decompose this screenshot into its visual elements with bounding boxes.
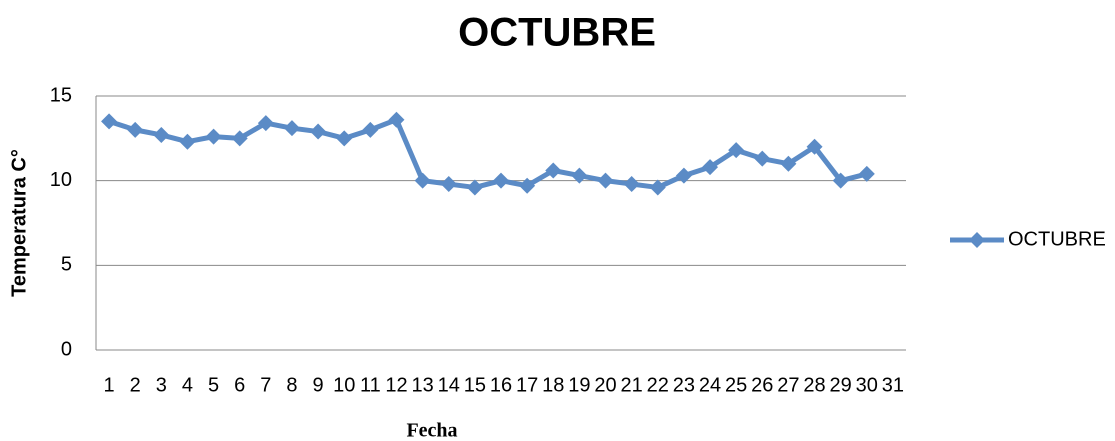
data-point xyxy=(728,142,745,159)
data-point xyxy=(519,177,536,194)
data-point xyxy=(493,172,509,189)
x-tick-label: 18 xyxy=(542,374,564,396)
data-point xyxy=(440,176,457,193)
x-tick-label: 4 xyxy=(182,374,193,396)
x-tick-label: 20 xyxy=(594,374,616,396)
y-tick-label: 5 xyxy=(61,254,72,276)
data-point xyxy=(179,133,196,150)
x-tick-label: 3 xyxy=(156,374,167,396)
data-point xyxy=(780,155,797,172)
x-tick-label: 29 xyxy=(830,374,852,396)
x-tick-label: 9 xyxy=(313,374,324,396)
data-point xyxy=(623,176,640,193)
x-tick-label: 30 xyxy=(856,374,878,396)
x-tick-label: 23 xyxy=(673,374,695,396)
x-tick-label: 5 xyxy=(208,374,219,396)
y-tick-label: 15 xyxy=(50,84,72,106)
data-point xyxy=(649,179,666,196)
data-point xyxy=(101,113,118,130)
data-point xyxy=(231,130,248,147)
x-axis-label: Fecha xyxy=(406,420,457,441)
x-tick-label: 8 xyxy=(286,374,297,396)
x-tick-label: 7 xyxy=(260,374,271,396)
x-tick-label: 27 xyxy=(777,374,799,396)
data-point xyxy=(545,162,562,179)
x-tick-label: 10 xyxy=(333,374,355,396)
data-point xyxy=(754,150,771,167)
data-point xyxy=(388,111,405,128)
data-point xyxy=(127,121,144,138)
data-point xyxy=(336,130,353,147)
data-point xyxy=(702,159,719,176)
series-line xyxy=(108,117,868,190)
data-point xyxy=(466,179,483,196)
data-point xyxy=(310,123,327,140)
x-tick-label: 22 xyxy=(647,374,669,396)
x-tick-label: 15 xyxy=(464,374,486,396)
x-tick-label: 14 xyxy=(438,374,460,396)
data-point xyxy=(832,172,849,189)
x-tick-label: 19 xyxy=(568,374,590,396)
data-point xyxy=(362,121,379,138)
legend-label: OCTUBRE xyxy=(1008,228,1106,250)
data-point xyxy=(153,126,170,143)
data-point xyxy=(283,120,300,137)
data-point xyxy=(806,138,823,155)
x-tick-label: 28 xyxy=(803,374,825,396)
x-tick-label: 21 xyxy=(621,374,643,396)
x-tick-label: 1 xyxy=(104,374,115,396)
y-tick-label: 0 xyxy=(61,338,72,360)
x-tick-label: 24 xyxy=(699,374,721,396)
data-point xyxy=(858,165,875,182)
x-tick-label: 16 xyxy=(490,374,512,396)
data-point xyxy=(414,172,431,189)
data-point xyxy=(597,172,614,189)
x-tick-label: 25 xyxy=(725,374,747,396)
x-tick-label: 6 xyxy=(234,374,245,396)
chart-title: OCTUBRE xyxy=(458,11,656,55)
x-tick-label: 12 xyxy=(385,374,407,396)
data-point xyxy=(257,115,274,132)
data-point xyxy=(571,167,588,184)
legend-marker xyxy=(969,232,985,248)
y-axis-label: Temperatura C° xyxy=(8,149,30,297)
x-tick-label: 2 xyxy=(130,374,141,396)
x-tick-label: 11 xyxy=(360,374,381,396)
x-tick-label: 13 xyxy=(411,374,433,396)
x-tick-label: 31 xyxy=(882,374,904,396)
x-tick-label: 26 xyxy=(751,374,773,396)
x-tick-label: 17 xyxy=(516,374,538,396)
y-tick-label: 10 xyxy=(50,169,72,191)
data-point xyxy=(205,128,222,145)
data-point xyxy=(675,167,692,184)
